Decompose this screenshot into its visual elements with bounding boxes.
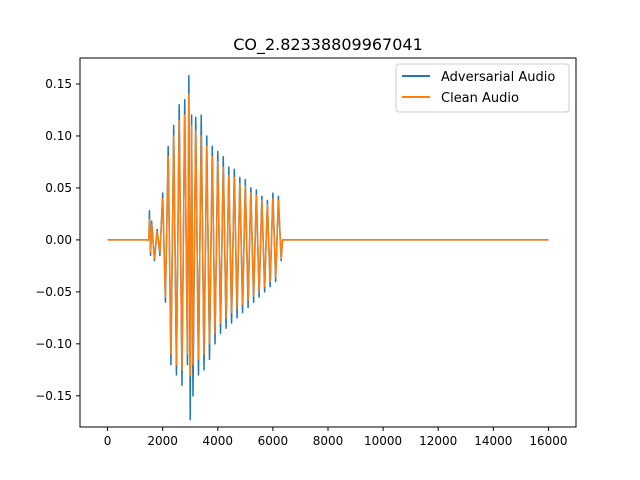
x-tick-label: 16000 <box>529 434 567 448</box>
y-tick-label: 0.15 <box>45 77 72 91</box>
y-tick-label: 0.10 <box>45 129 72 143</box>
y-tick-label: −0.05 <box>35 285 72 299</box>
legend-label-clean-audio: Clean Audio <box>441 91 519 106</box>
chart-title: CO_2.82338809967041 <box>233 35 423 55</box>
y-tick-label: −0.10 <box>35 337 72 351</box>
x-tick-label: 12000 <box>419 434 457 448</box>
x-tick-label: 14000 <box>474 434 512 448</box>
x-tick-label: 4000 <box>203 434 234 448</box>
series-line-clean-audio <box>107 93 549 376</box>
y-tick-label: 0.00 <box>45 233 72 247</box>
y-tick-label: 0.05 <box>45 181 72 195</box>
x-tick-label: 2000 <box>147 434 178 448</box>
plot-area <box>80 58 576 427</box>
x-tick-label: 10000 <box>364 434 402 448</box>
y-tick-label: −0.15 <box>35 389 72 403</box>
x-tick-label: 0 <box>104 434 112 448</box>
series-layer <box>107 74 549 421</box>
x-tick-label: 8000 <box>313 434 344 448</box>
legend: Adversarial Audio Clean Audio <box>395 63 570 113</box>
x-tick-label: 6000 <box>258 434 289 448</box>
legend-box <box>395 63 570 113</box>
x-axis-ticks: 0 2000 4000 6000 8000 10000 12000 14000 16000 <box>104 427 568 448</box>
legend-label-adversarial-audio: Adversarial Audio <box>441 70 555 85</box>
y-axis-ticks: −0.15 −0.10 −0.05 0.00 0.05 0.10 0.15 <box>35 77 80 403</box>
plot-frame <box>79 57 577 428</box>
